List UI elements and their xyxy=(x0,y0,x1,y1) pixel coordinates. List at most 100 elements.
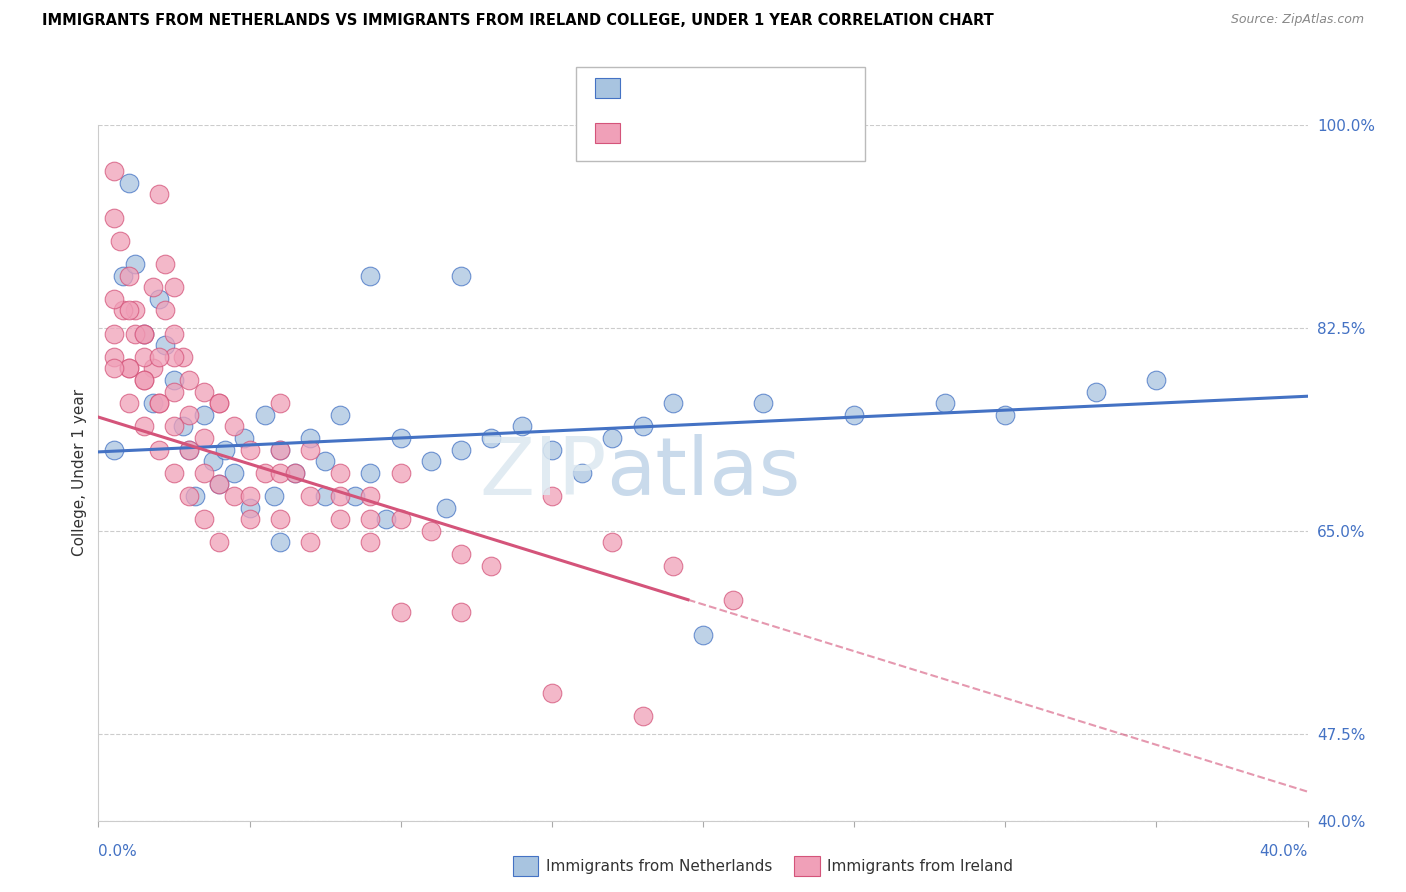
Point xyxy=(450,442,472,457)
Point xyxy=(179,442,201,457)
Point xyxy=(132,373,155,387)
Point xyxy=(142,361,165,376)
Point xyxy=(132,350,155,364)
Point xyxy=(360,489,382,503)
Point xyxy=(179,489,201,503)
Point xyxy=(994,408,1017,422)
Point xyxy=(232,431,254,445)
Point xyxy=(723,593,745,607)
Point xyxy=(540,489,562,503)
Point xyxy=(153,303,176,318)
Point xyxy=(142,280,165,294)
Point xyxy=(193,408,215,422)
Point xyxy=(208,535,231,549)
Point xyxy=(179,408,201,422)
Point xyxy=(450,547,472,561)
Point xyxy=(602,431,624,445)
Text: atlas: atlas xyxy=(606,434,800,512)
Point xyxy=(193,466,215,480)
Point xyxy=(481,431,503,445)
Point xyxy=(103,164,125,178)
Point xyxy=(103,361,125,376)
Point xyxy=(662,558,685,573)
Point xyxy=(163,280,186,294)
Point xyxy=(172,419,194,434)
Point xyxy=(450,605,472,619)
Point xyxy=(124,303,146,318)
Point xyxy=(148,396,170,410)
Text: R = -0.311  N = 82: R = -0.311 N = 82 xyxy=(628,126,773,140)
Point xyxy=(111,268,134,283)
Point xyxy=(163,384,186,399)
Point xyxy=(239,489,262,503)
Point xyxy=(1085,384,1108,399)
Point xyxy=(510,419,533,434)
Point xyxy=(148,442,170,457)
Point xyxy=(103,326,125,341)
Text: Source: ZipAtlas.com: Source: ZipAtlas.com xyxy=(1230,13,1364,27)
Point xyxy=(184,489,207,503)
Point xyxy=(208,477,231,491)
Point xyxy=(314,489,336,503)
Point xyxy=(153,338,176,352)
Point xyxy=(118,303,141,318)
Point xyxy=(179,373,201,387)
Point xyxy=(103,292,125,306)
Point xyxy=(420,524,443,538)
Point xyxy=(1144,373,1167,387)
Point xyxy=(602,535,624,549)
Point xyxy=(239,442,262,457)
Point xyxy=(124,326,146,341)
Point xyxy=(239,512,262,526)
Point xyxy=(103,350,125,364)
Text: R = 0.057   N = 51: R = 0.057 N = 51 xyxy=(628,81,773,95)
Point xyxy=(103,211,125,225)
Point xyxy=(299,442,322,457)
Text: 0.0%: 0.0% xyxy=(98,845,138,859)
Point xyxy=(360,512,382,526)
Point xyxy=(103,442,125,457)
Point xyxy=(360,268,382,283)
Y-axis label: College, Under 1 year: College, Under 1 year xyxy=(72,389,87,557)
Text: ZIP: ZIP xyxy=(479,434,606,512)
Point xyxy=(269,442,291,457)
Point xyxy=(360,535,382,549)
Point xyxy=(202,454,225,468)
Point xyxy=(481,558,503,573)
Point xyxy=(269,396,291,410)
Point xyxy=(208,477,231,491)
Point xyxy=(631,709,654,723)
Point xyxy=(239,500,262,515)
Point xyxy=(148,292,170,306)
Point xyxy=(142,396,165,410)
Point xyxy=(148,187,170,202)
Point xyxy=(299,535,322,549)
Point xyxy=(314,454,336,468)
Point xyxy=(253,408,276,422)
Point xyxy=(631,419,654,434)
Point xyxy=(208,396,231,410)
Point xyxy=(153,257,176,271)
Point xyxy=(224,466,246,480)
Point xyxy=(540,686,562,700)
Point xyxy=(172,350,194,364)
Point xyxy=(269,442,291,457)
Point xyxy=(132,373,155,387)
Point xyxy=(108,234,131,248)
Point xyxy=(163,350,186,364)
Point xyxy=(118,396,141,410)
Point xyxy=(284,466,307,480)
Point xyxy=(124,257,146,271)
Point xyxy=(148,396,170,410)
Point xyxy=(208,396,231,410)
Point xyxy=(329,512,352,526)
Point xyxy=(118,268,141,283)
Point xyxy=(329,466,352,480)
Point xyxy=(269,512,291,526)
Point xyxy=(132,326,155,341)
Text: 40.0%: 40.0% xyxy=(1260,845,1308,859)
Point xyxy=(163,466,186,480)
Point xyxy=(389,605,412,619)
Text: Immigrants from Netherlands: Immigrants from Netherlands xyxy=(546,859,772,873)
Point xyxy=(374,512,396,526)
